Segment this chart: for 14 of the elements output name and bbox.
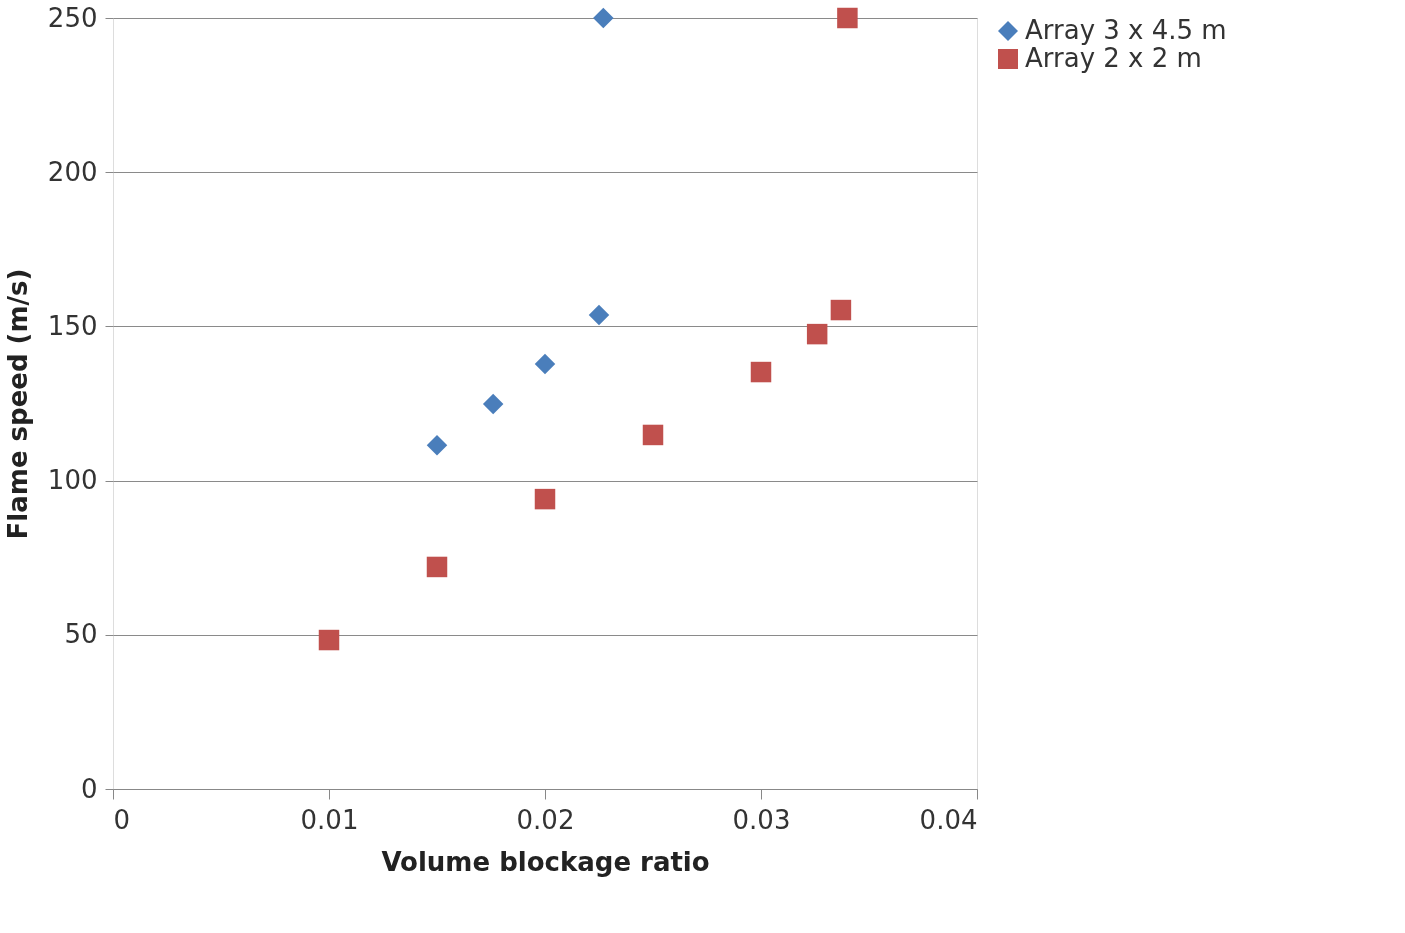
x-tick-label: 0.03 bbox=[732, 804, 791, 835]
x-tick-label: 0.02 bbox=[516, 804, 575, 835]
x-axis-title: Volume blockage ratio bbox=[381, 846, 710, 877]
y-axis-title: Flame speed (m/s) bbox=[2, 268, 33, 540]
y-tick-label: 150 bbox=[47, 310, 98, 341]
x-tick-label: 0.01 bbox=[300, 804, 359, 835]
y-tick-label: 0 bbox=[80, 773, 98, 804]
y-tick-label: 50 bbox=[64, 619, 98, 650]
x-tick-label: 0 bbox=[113, 804, 131, 835]
y-tick-label: 200 bbox=[47, 156, 98, 187]
y-tick-label: 250 bbox=[47, 2, 98, 33]
legend-label: Array 3 x 4.5 m bbox=[1025, 15, 1227, 45]
y-tick-label: 100 bbox=[47, 465, 98, 496]
x-tick-label: 0.04 bbox=[919, 804, 978, 835]
